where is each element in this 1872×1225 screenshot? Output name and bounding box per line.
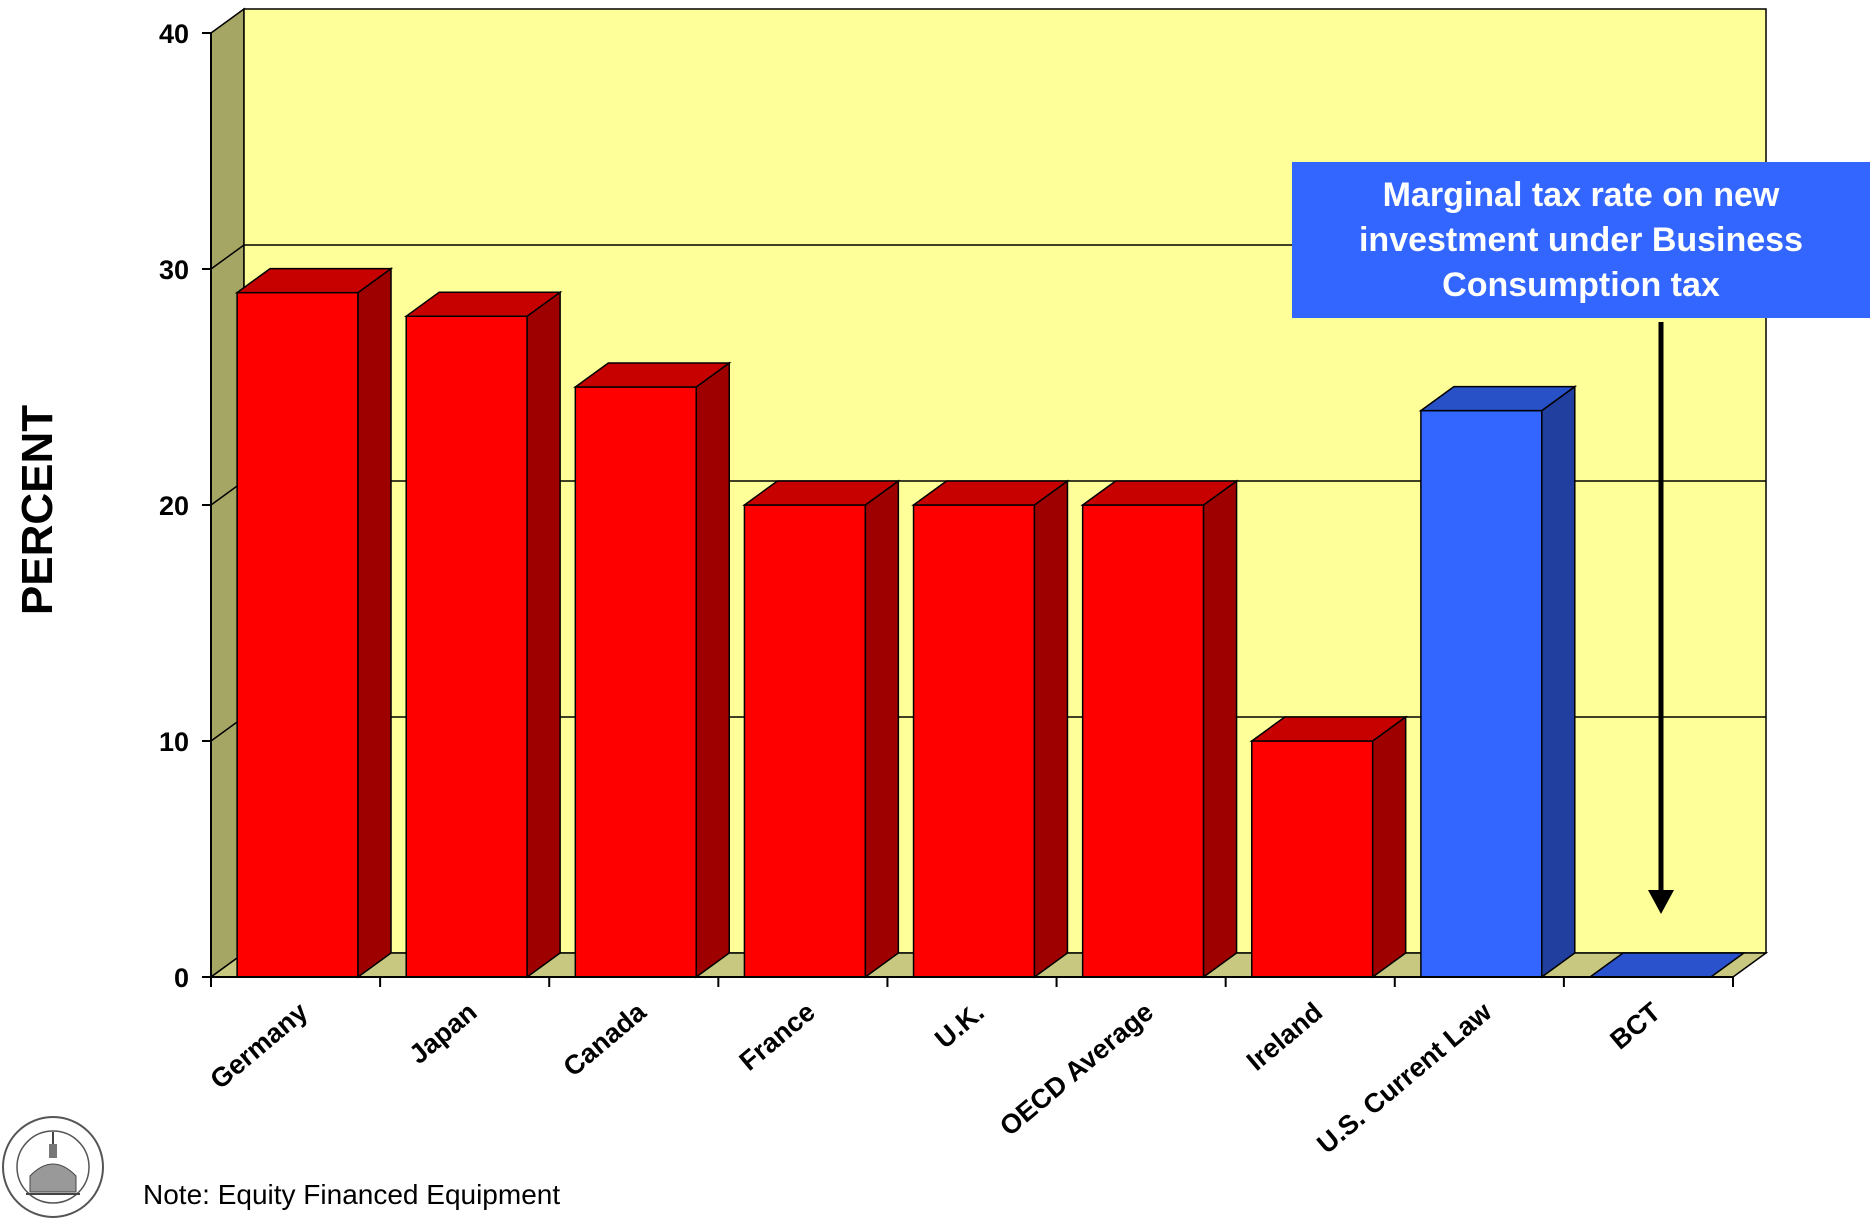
bar [234,267,394,979]
bar-top [573,362,732,388]
budget-committee-seal-logo [0,1114,106,1220]
bar-side [1541,385,1576,979]
bar [911,479,1070,979]
bar-side [357,267,392,979]
bar-side [526,290,561,979]
y-tick-label: 40 [159,19,189,49]
bar-front [1081,504,1205,978]
bar-side [695,361,730,979]
bar-top [1249,716,1408,742]
bar [573,361,732,979]
x-tick-label: OECD Average [994,997,1159,1142]
bar-front [1420,409,1543,978]
bar-front [574,386,697,978]
bar [742,479,901,979]
x-tick-label: Canada [558,996,653,1082]
x-tick-label: Japan [403,997,482,1070]
bar-front [405,315,528,978]
bar [403,290,563,979]
y-axis-label: PERCENT [13,405,62,615]
y-tick-label: 20 [159,491,189,521]
bar-front [236,291,359,978]
bar-top [911,480,1070,506]
annotation-arrow [1648,322,1674,914]
bar [1418,385,1578,979]
bar-top [1418,385,1578,412]
bar [1249,715,1408,979]
y-tick-labels: 0 10 20 30 40 [159,19,189,993]
x-tick-labels: Germany Japan Canada France U.K. OECD Average… [204,996,1666,1159]
x-tick-label: U.S. Current Law [1311,996,1498,1159]
x-tick-label: U.K. [929,997,990,1055]
chart-note: Note: Equity Financed Equipment [143,1179,561,1210]
bar-side [864,479,900,979]
x-tick-label: Ireland [1241,997,1328,1077]
bar-top [403,291,563,317]
gridline [210,244,1766,270]
y-tick-label: 30 [159,255,189,285]
bar-side [1033,479,1069,979]
bar-top [234,267,394,294]
annotation-callout: Marginal tax rate on new investment unde… [1292,162,1870,318]
bar-front [912,504,1036,978]
x-tick-label: Germany [204,997,313,1095]
bar-side [1371,715,1407,979]
y-tick-label: 10 [159,727,189,757]
bar [1080,479,1239,979]
bar-side [1202,479,1238,979]
x-tick-label: BCT [1605,996,1667,1055]
bar-front [743,504,867,978]
y-tick-label: 0 [174,963,189,993]
bar-top [1080,480,1239,506]
bar-top [742,480,901,506]
bars [234,267,1747,979]
bar-front [1251,740,1374,978]
x-tick-label: France [734,997,821,1077]
axes [202,32,1734,987]
